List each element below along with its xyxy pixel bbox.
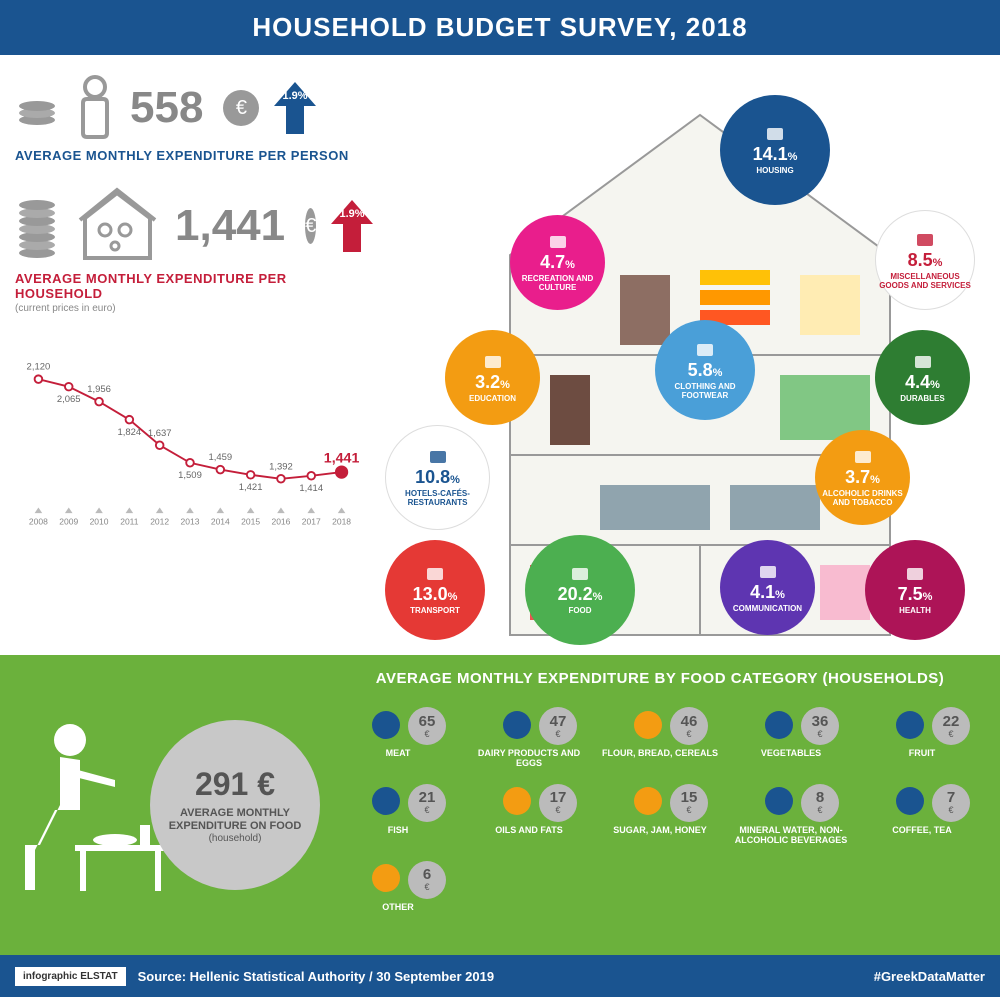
svg-text:2014: 2014	[211, 517, 230, 527]
food-total-label: AVERAGE MONTHLY EXPENDITURE ON FOOD	[150, 807, 320, 833]
person-value: 558	[130, 83, 203, 133]
svg-text:2013: 2013	[181, 517, 200, 527]
svg-text:1,824: 1,824	[118, 427, 142, 438]
food-item-sugar-jam-honey: 15€SUGAR, JAM, HONEY	[602, 779, 718, 846]
coins-stack-icon	[15, 191, 60, 261]
food-total-circle: 291 € AVERAGE MONTHLY EXPENDITURE ON FOO…	[150, 720, 320, 890]
food-item-oils-and-fats: 17€OILS AND FATS	[471, 779, 587, 846]
svg-text:2,065: 2,065	[57, 394, 81, 405]
top-section: 558 € 1.9% AVERAGE MONTHLY EXPENDITURE P…	[0, 55, 1000, 655]
category-miscellaneous-goods-and-services: 8.5%MISCELLANEOUS GOODS AND SERVICES	[875, 210, 975, 310]
category-health: 7.5%HEALTH	[865, 540, 965, 640]
footer-source: Source: Hellenic Statistical Authority /…	[138, 969, 494, 984]
person-label: AVERAGE MONTHLY EXPENDITURE PER PERSON	[15, 148, 365, 163]
category-housing: 14.1%HOUSING	[720, 95, 830, 205]
svg-text:2008: 2008	[29, 517, 48, 527]
coins-icon	[15, 88, 60, 128]
food-item-mineral-water-non-alcoholic-beverages: 8€MINERAL WATER, NON-ALCOHOLIC BEVERAGES	[733, 779, 849, 846]
food-right: AVERAGE MONTHLY EXPENDITURE BY FOOD CATE…	[340, 670, 980, 940]
category-recreation-and-culture: 4.7%RECREATION AND CULTURE	[510, 215, 605, 310]
food-item-meat: 65€MEAT	[340, 702, 456, 769]
category-alcoholic-drinks-and-tobacco: 3.7%ALCOHOLIC DRINKS AND TOBACCO	[815, 430, 910, 525]
svg-text:1.9%: 1.9%	[283, 90, 308, 102]
svg-text:2012: 2012	[150, 517, 169, 527]
eating-person-icon	[20, 715, 170, 895]
food-total-amount: 291 €	[195, 766, 275, 803]
footer-hashtag: #GreekDataMatter	[874, 969, 985, 984]
svg-text:2010: 2010	[90, 517, 109, 527]
euro-icon: €	[305, 208, 316, 244]
left-column: 558 € 1.9% AVERAGE MONTHLY EXPENDITURE P…	[0, 55, 380, 655]
category-hotels-caf-s-restaurants: 10.8%HOTELS-CAFÉS-RESTAURANTS	[385, 425, 490, 530]
euro-icon: €	[223, 90, 259, 126]
svg-text:2016: 2016	[271, 517, 290, 527]
person-icon	[75, 75, 115, 140]
svg-text:1,637: 1,637	[148, 428, 172, 439]
arrow-up-icon: 1.9%	[274, 82, 316, 134]
svg-text:1,956: 1,956	[87, 384, 111, 395]
footer: infographic ELSTAT Source: Hellenic Stat…	[0, 955, 1000, 997]
footer-logo: infographic ELSTAT	[15, 967, 126, 986]
household-value: 1,441	[175, 201, 285, 251]
food-item-coffee-tea: 7€COFFEE, TEA	[864, 779, 980, 846]
household-stat: 1,441 € 1.9% AVERAGE MONTHLY EXPENDITURE…	[15, 188, 365, 314]
category-education: 3.2%EDUCATION	[445, 330, 540, 425]
food-item-flour-bread-cereals: 46€FLOUR, BREAD, CEREALS	[602, 702, 718, 769]
category-clothing-and-footwear: 5.8%CLOTHING AND FOOTWEAR	[655, 320, 755, 420]
food-left: 291 € AVERAGE MONTHLY EXPENDITURE ON FOO…	[20, 670, 340, 940]
family-house-icon	[75, 188, 160, 263]
svg-text:2018: 2018	[332, 517, 351, 527]
svg-text:1,509: 1,509	[178, 470, 202, 481]
food-item-vegetables: 36€VEGETABLES	[733, 702, 849, 769]
food-section-title: AVERAGE MONTHLY EXPENDITURE BY FOOD CATE…	[340, 670, 980, 687]
expenditure-line-chart: 2,120 2008 2,065 2009 1,956 2010 1,824 2011 1,63…	[15, 354, 365, 534]
household-label: AVERAGE MONTHLY EXPENDITURE PER HOUSEHOL…	[15, 271, 365, 301]
food-item-dairy-products-and-eggs: 47€DAIRY PRODUCTS AND EGGS	[471, 702, 587, 769]
svg-text:2017: 2017	[302, 517, 321, 527]
svg-text:1,441: 1,441	[324, 451, 360, 467]
category-transport: 13.0%TRANSPORT	[385, 540, 485, 640]
category-food: 20.2%FOOD	[525, 535, 635, 645]
category-durables: 4.4%DURABLES	[875, 330, 970, 425]
page-title: HOUSEHOLD BUDGET SURVEY, 2018	[0, 0, 1000, 55]
svg-text:1,459: 1,459	[208, 452, 232, 463]
svg-text:2009: 2009	[59, 517, 78, 527]
house-diagram: 14.1%HOUSING 4.7%RECREATION AND CULTURE 8.…	[420, 95, 980, 635]
household-subnote: (current prices in euro)	[15, 303, 365, 314]
svg-text:2,120: 2,120	[27, 362, 51, 373]
category-communication: 4.1%COMMUNICATION	[720, 540, 815, 635]
food-item-fish: 21€FISH	[340, 779, 456, 846]
food-item-other: 6€OTHER	[340, 856, 456, 913]
person-stat: 558 € 1.9% AVERAGE MONTHLY EXPENDITURE P…	[15, 75, 365, 163]
svg-text:2015: 2015	[241, 517, 260, 527]
food-total-sub: (household)	[209, 833, 262, 844]
food-grid: 65€MEAT47€DAIRY PRODUCTS AND EGGS46€FLOU…	[340, 702, 980, 912]
food-item-fruit: 22€FRUIT	[864, 702, 980, 769]
svg-text:1,414: 1,414	[299, 483, 323, 494]
svg-text:1,421: 1,421	[239, 482, 263, 493]
svg-text:2011: 2011	[120, 517, 139, 527]
svg-text:1,392: 1,392	[269, 461, 293, 472]
right-column: 14.1%HOUSING 4.7%RECREATION AND CULTURE 8.…	[380, 55, 1000, 655]
arrow-up-icon: 1.9%	[331, 200, 373, 252]
food-section: 291 € AVERAGE MONTHLY EXPENDITURE ON FOO…	[0, 655, 1000, 955]
svg-text:1.9%: 1.9%	[340, 208, 365, 220]
